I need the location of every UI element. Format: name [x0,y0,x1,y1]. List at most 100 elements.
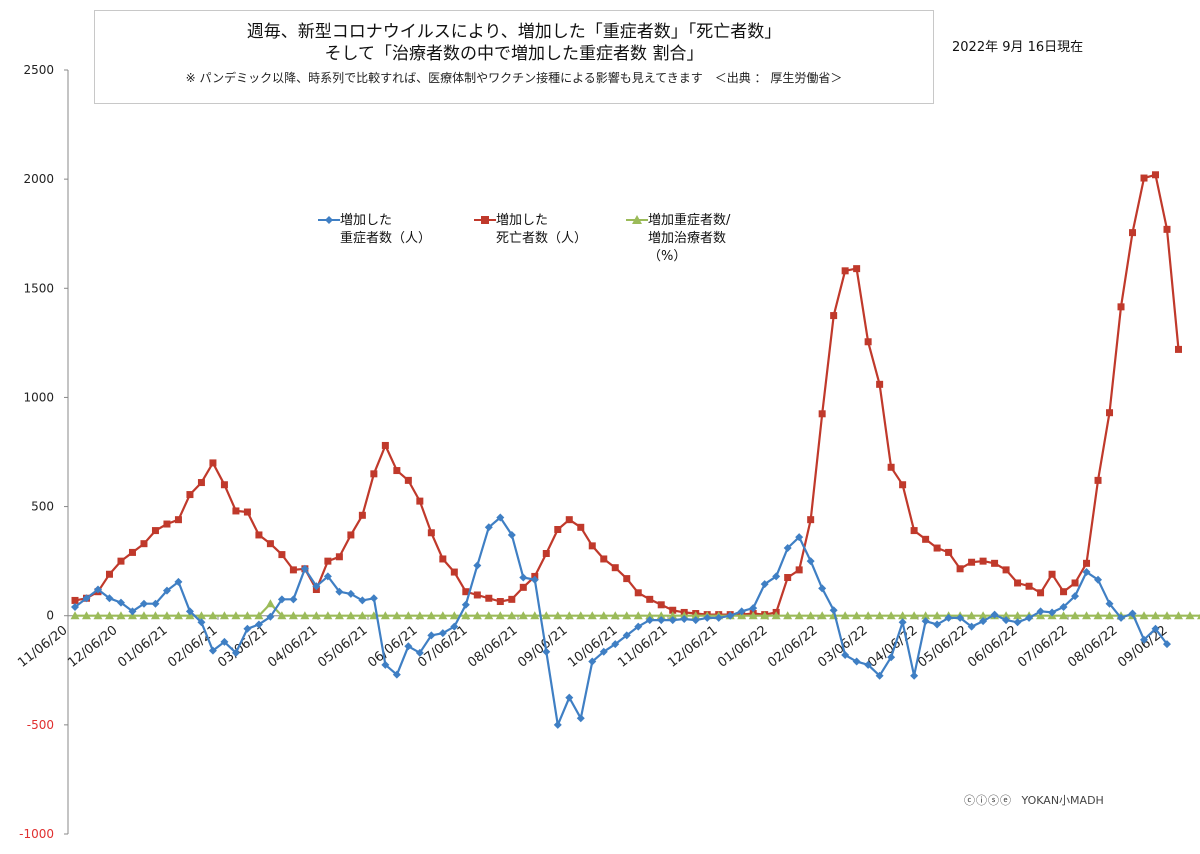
data-point [910,527,918,535]
data-point [840,611,850,620]
data-point [484,523,493,532]
data-point [1002,566,1010,574]
data-point [680,614,689,623]
data-point [968,558,976,566]
data-point [841,267,849,275]
data-point [392,611,402,620]
data-point [358,511,366,519]
legend-item-ratio: 増加重症者数/ 増加治療者数 （%） [626,212,776,270]
data-point [334,611,344,620]
data-point [633,611,643,620]
data-point [232,507,240,515]
data-point [507,611,517,620]
data-point [1105,599,1114,608]
data-point [415,611,425,620]
data-point [81,611,91,620]
data-point [749,604,758,613]
data-point [1163,640,1171,649]
data-point [979,557,987,565]
data-point [542,647,551,656]
data-point [1128,609,1137,618]
x-tick-label: 08/06/22 [1065,623,1120,671]
data-point [231,648,240,657]
data-point [288,611,298,620]
data-point [646,595,654,603]
data-point [219,611,229,620]
legend-label-severe: 増加した 重症者数（人） [340,213,432,246]
data-point [324,557,332,565]
data-point [817,611,827,620]
data-point [795,533,804,542]
data-point [541,611,551,620]
data-point [197,618,206,627]
data-point [105,594,114,603]
data-point [990,610,999,619]
data-point [886,611,896,620]
data-point [162,611,172,620]
data-point [462,588,470,596]
data-point [1048,608,1057,617]
data-point [1162,611,1172,620]
data-point [139,611,149,620]
data-point [852,657,861,666]
data-point [875,671,884,680]
data-point [830,312,838,320]
data-point [553,720,562,729]
data-point [760,580,769,589]
x-tick-label: 05/06/21 [315,623,370,671]
y-tick-label: 0 [46,609,54,623]
data-point [277,611,287,620]
data-point [300,564,309,573]
data-point [151,527,159,535]
series-0 [71,513,1171,729]
legend-label-ratio: 増加重症者数/ 増加治療者数 （%） [648,213,731,264]
data-point [921,617,930,626]
data-point [599,611,609,620]
data-point [1093,611,1103,620]
data-point [289,595,298,604]
data-point [1094,476,1102,484]
data-point [600,555,608,563]
data-point [1025,613,1034,622]
data-point [818,584,827,593]
data-point [922,535,930,543]
data-point [979,617,988,626]
data-point [691,616,700,625]
data-point [346,589,355,598]
data-point [1013,618,1022,627]
data-point [864,338,872,346]
x-tick-label: 02/06/22 [765,623,820,671]
data-point [876,380,884,388]
data-point [357,611,367,620]
data-point [426,611,436,620]
data-point [898,611,908,620]
square-marker-icon [474,216,496,224]
legend-item-severe: 増加した 重症者数（人） [318,212,458,252]
data-point [473,561,482,570]
data-point [944,613,953,622]
data-point [978,611,988,620]
data-point [1082,611,1092,620]
data-point [610,611,620,620]
data-point [1037,589,1045,597]
data-point [611,640,620,649]
data-point [772,572,781,581]
data-point [346,611,356,620]
data-point [771,611,781,620]
data-point [174,577,183,586]
data-point [393,467,401,475]
data-point [174,516,182,524]
data-point [439,555,447,563]
data-point [1048,570,1056,578]
data-point [381,660,390,669]
x-tick-label: 12/06/21 [665,623,720,671]
data-point [554,525,562,533]
data-point [162,586,171,595]
y-tick-label: -500 [27,718,54,732]
data-point [1059,611,1069,620]
data-point [255,531,263,539]
data-point [668,616,677,625]
data-point [71,602,79,611]
data-point [461,611,471,620]
data-point [645,616,654,625]
